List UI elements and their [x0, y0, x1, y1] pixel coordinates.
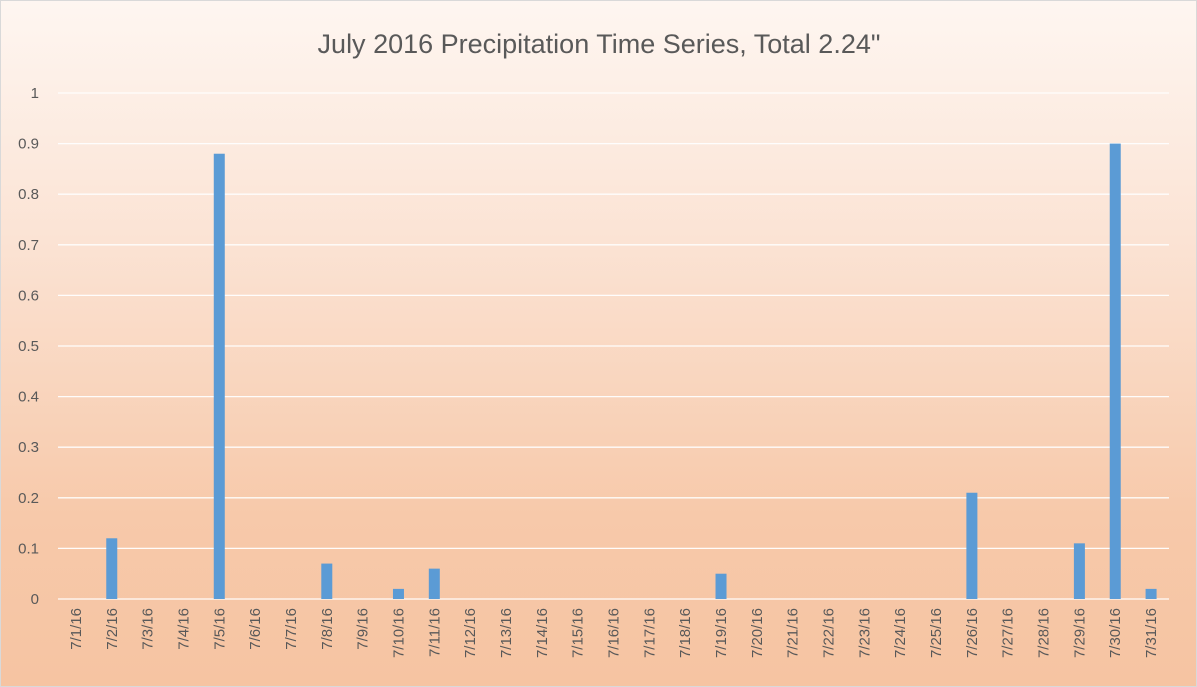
y-tick-label: 0.8 [18, 186, 39, 203]
gridlines [58, 92, 1169, 600]
y-tick-label: 0.7 [18, 237, 39, 254]
x-tick-label: 7/19/16 [713, 608, 730, 658]
bar-7-11-16 [428, 568, 440, 599]
x-tick-label: 7/31/16 [1143, 608, 1160, 658]
x-tick-label: 7/7/16 [283, 608, 300, 650]
x-tick-label: 7/9/16 [355, 608, 372, 650]
bar-7-5-16 [213, 153, 225, 599]
chart-title: July 2016 Precipitation Time Series, Tot… [318, 29, 881, 59]
y-tick-label: 0.2 [18, 490, 39, 507]
x-tick-label: 7/29/16 [1071, 608, 1088, 658]
x-tick-label: 7/15/16 [570, 608, 587, 658]
x-tick-label: 7/21/16 [785, 608, 802, 658]
x-tick-label: 7/18/16 [677, 608, 694, 658]
y-tick-label: 0.6 [18, 287, 39, 304]
x-tick-label: 7/16/16 [606, 608, 623, 658]
x-tick-label: 7/5/16 [211, 608, 228, 650]
x-tick-label: 7/28/16 [1036, 608, 1053, 658]
y-tick-label: 0.4 [18, 389, 39, 406]
bar-7-30-16 [1109, 143, 1121, 599]
x-tick-label: 7/17/16 [641, 608, 658, 658]
y-tick-label: 1 [31, 85, 39, 102]
x-tick-label: 7/1/16 [68, 608, 85, 650]
x-tick-label: 7/6/16 [247, 608, 264, 650]
y-tick-label: 0 [31, 591, 39, 608]
bar-7-31-16 [1145, 588, 1157, 599]
x-tick-label: 7/11/16 [426, 608, 443, 657]
x-tick-label: 7/26/16 [964, 608, 981, 658]
x-tick-label: 7/12/16 [462, 608, 479, 658]
x-tick-label: 7/20/16 [749, 608, 766, 658]
bar-7-19-16 [715, 573, 727, 599]
y-tick-label: 0.1 [18, 540, 39, 557]
x-tick-label: 7/22/16 [821, 608, 838, 658]
bar-7-2-16 [106, 538, 118, 599]
bar-7-10-16 [392, 588, 404, 599]
x-tick-label: 7/23/16 [856, 608, 873, 658]
bar-7-26-16 [966, 492, 978, 599]
x-tick-label: 7/30/16 [1107, 608, 1124, 658]
bar-7-29-16 [1073, 543, 1085, 599]
y-axis-ticks: 0 0.1 0.2 0.3 0.4 0.5 0.6 0.7 0.8 0.9 1 [18, 85, 39, 608]
y-tick-label: 0.9 [18, 136, 39, 153]
x-tick-label: 7/2/16 [104, 608, 121, 650]
x-tick-label: 7/25/16 [928, 608, 945, 658]
x-tick-label: 7/27/16 [1000, 608, 1017, 658]
x-tick-label: 7/14/16 [534, 608, 551, 658]
bar-7-8-16 [321, 563, 333, 599]
y-tick-label: 0.3 [18, 439, 39, 456]
y-tick-label: 0.5 [18, 338, 39, 355]
x-tick-label: 7/4/16 [175, 608, 192, 650]
x-tick-label: 7/13/16 [498, 608, 515, 658]
x-tick-label: 7/3/16 [140, 608, 157, 650]
x-tick-label: 7/10/16 [390, 608, 407, 658]
x-axis-ticks: 7/1/16 7/2/16 7/3/16 7/4/16 7/5/16 7/6/16 7/7/… [68, 608, 1160, 658]
x-tick-label: 7/24/16 [892, 608, 909, 658]
bars [106, 143, 1157, 599]
x-tick-label: 7/8/16 [319, 608, 336, 650]
